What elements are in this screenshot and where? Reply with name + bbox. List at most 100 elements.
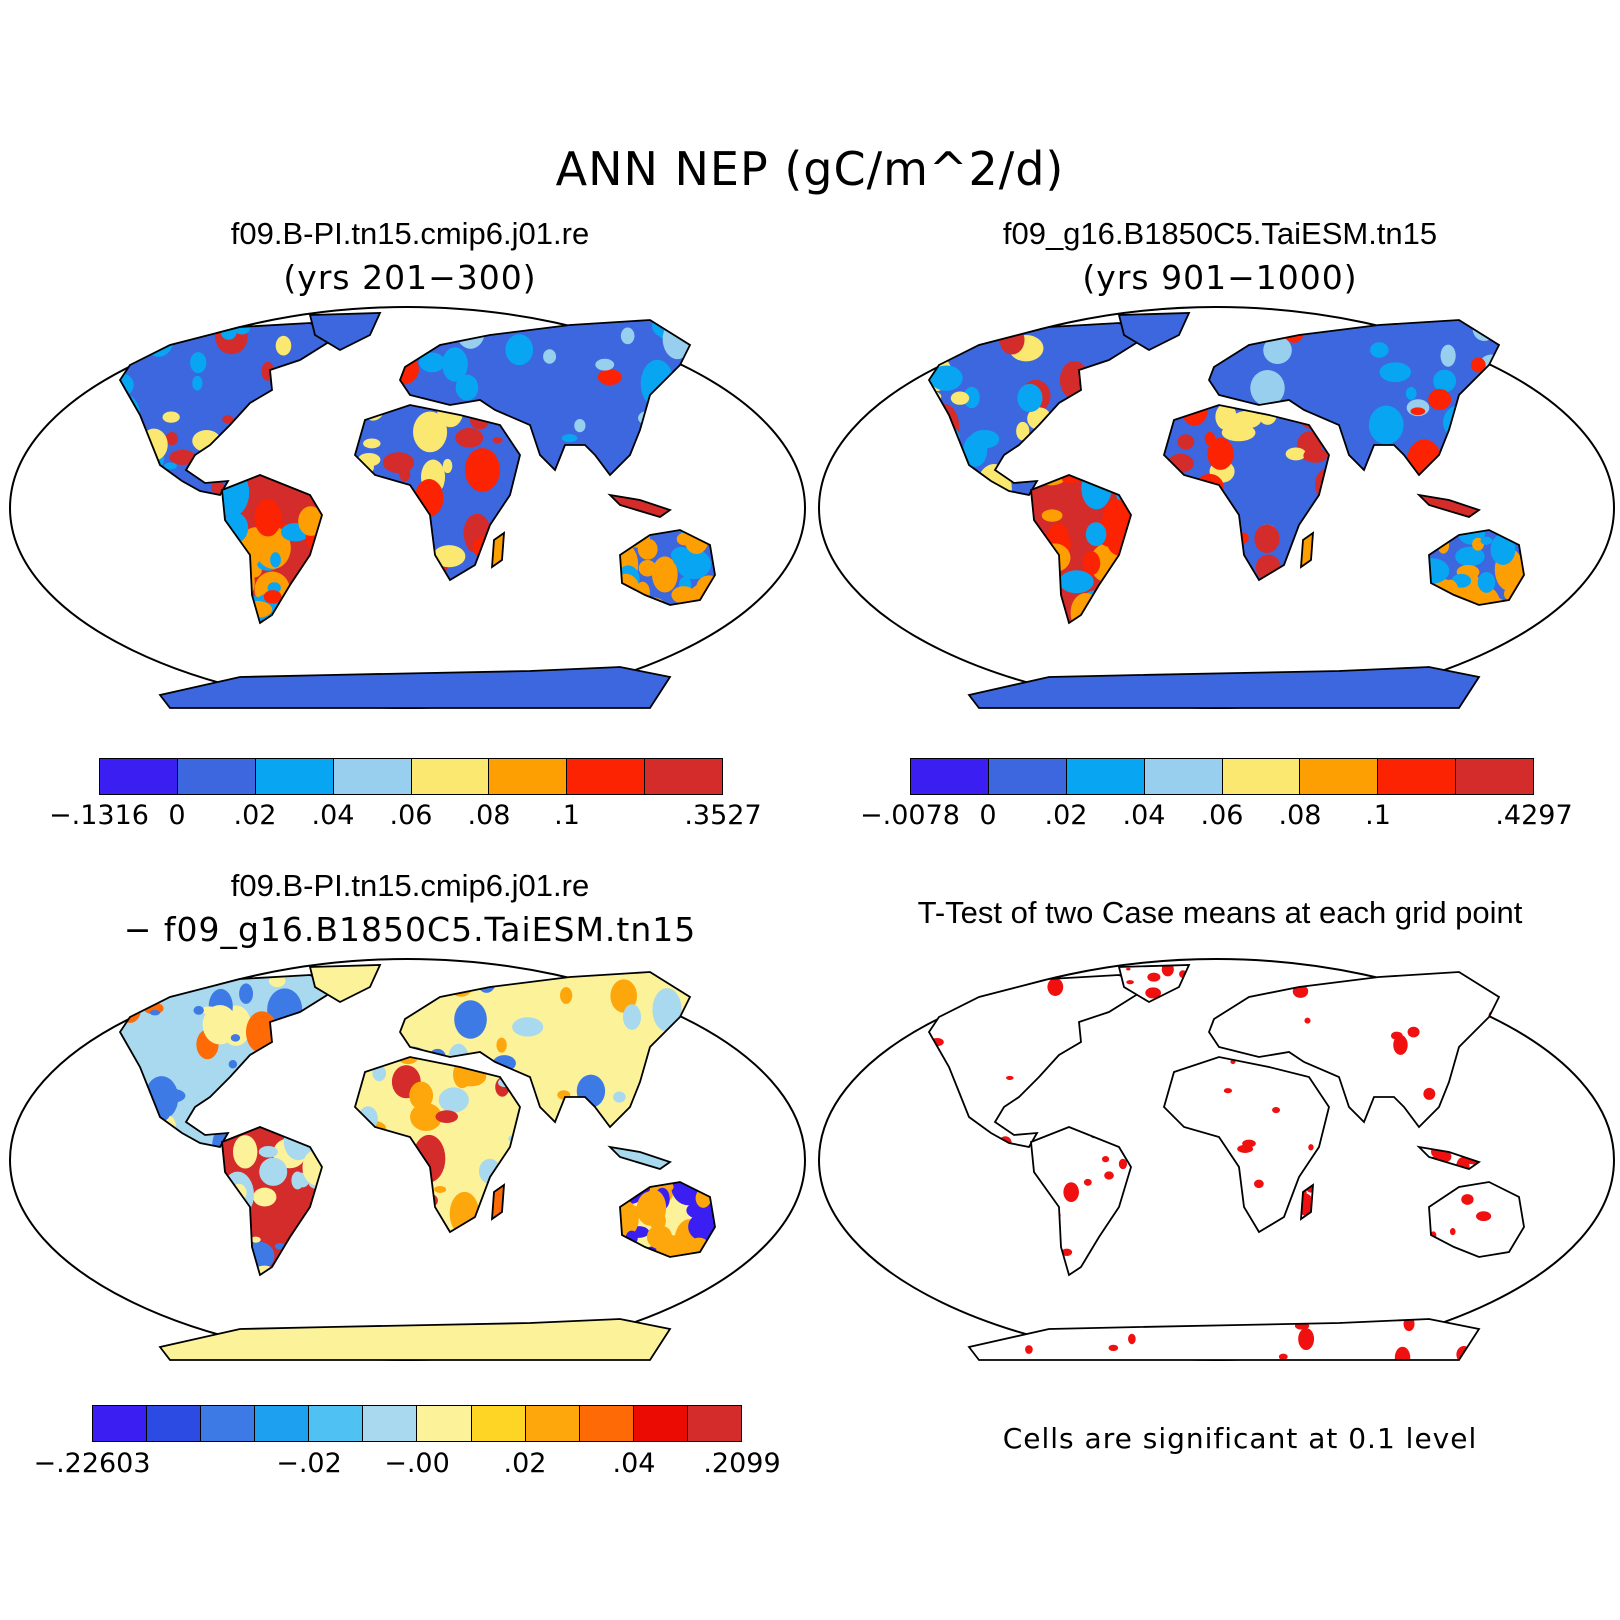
panel-tl-tick-02: .02 xyxy=(233,800,277,831)
colorbar-swatch xyxy=(633,1406,688,1441)
colorbar-swatch xyxy=(177,759,256,794)
africa-coastline xyxy=(353,404,521,582)
eurasia-coastline xyxy=(398,319,692,477)
colorbar-swatch xyxy=(147,1406,202,1441)
panel-tr-tick-06: .06 xyxy=(1200,800,1244,831)
colorbar-swatch xyxy=(255,759,334,794)
colorbar-swatch xyxy=(687,1406,741,1441)
australia-coastline xyxy=(1428,529,1525,606)
panel-tr-tick-min: −.0078 xyxy=(860,800,960,831)
antarctica-coastline xyxy=(967,666,1481,709)
panel-tr-case-title: f09_g16.B1850C5.TaiESM.tn15 xyxy=(1002,216,1438,251)
world-map-icon xyxy=(8,957,807,1362)
panel-bl-tick-04: .04 xyxy=(612,1448,656,1479)
panel-bl-tick-min: −.22603 xyxy=(33,1448,151,1479)
madagascar-coastline xyxy=(490,1183,506,1221)
greenland-coastline xyxy=(1117,964,1191,1004)
colorbar-swatch xyxy=(1300,759,1379,794)
colorbar-swatch xyxy=(255,1406,310,1441)
panel-tr-tick-0: 0 xyxy=(979,800,997,831)
greenland-coastline xyxy=(1117,312,1191,352)
samerica-coastline xyxy=(221,474,323,625)
antarctica-coastline xyxy=(158,666,672,709)
colorbar-swatch xyxy=(579,1406,634,1441)
colorbar-swatch xyxy=(471,1406,526,1441)
colorbar-swatch xyxy=(1378,759,1457,794)
panel-tr-tick-04: .04 xyxy=(1122,800,1166,831)
antarctica-coastline xyxy=(158,1318,672,1361)
panel-tr-years: (yrs 901−1000) xyxy=(1082,258,1358,297)
antarctica-coastline xyxy=(967,1318,1481,1361)
africa-coastline xyxy=(1162,1056,1330,1234)
panel-tl-tick-0: 0 xyxy=(168,800,186,831)
panel-tl-tick-min: −.1316 xyxy=(49,800,149,831)
eurasia-coastline xyxy=(1207,319,1501,477)
colorbar-swatch xyxy=(525,1406,580,1441)
panel-tl-tick-04: .04 xyxy=(311,800,355,831)
samerica-landmass xyxy=(1031,1127,1131,1275)
colorbar-swatch xyxy=(489,759,568,794)
colorbar-swatch xyxy=(333,759,412,794)
panel-tl-years: (yrs 201−300) xyxy=(283,258,537,297)
samerica-coastline xyxy=(1030,474,1132,625)
indonesia-coastline xyxy=(607,1145,672,1170)
colorbar-swatch xyxy=(988,759,1067,794)
panel-bl-tick-m02: −.02 xyxy=(276,1448,342,1479)
namerica-landmass xyxy=(929,975,1149,1147)
africa-coastline xyxy=(353,1056,521,1234)
panel-tr-tick-08: .08 xyxy=(1278,800,1322,831)
panel-tl-tick-08: .08 xyxy=(467,800,511,831)
figure-title: ANN NEP (gC/m^2/d) xyxy=(555,142,1065,196)
colorbar-swatch xyxy=(1456,759,1533,794)
colorbar-swatch xyxy=(567,759,646,794)
eurasia-landmass xyxy=(1209,972,1499,1127)
colorbar-swatch xyxy=(201,1406,256,1441)
colorbar-swatch xyxy=(1144,759,1223,794)
panel-tl-tick-max: .3527 xyxy=(684,800,762,831)
panel-tr-tick-02: .02 xyxy=(1044,800,1088,831)
world-map-icon xyxy=(817,957,1616,1362)
panel-br-title: T-Test of two Case means at each grid po… xyxy=(917,895,1523,930)
world-map-icon xyxy=(817,305,1616,710)
panel-bl-tick-max: .2099 xyxy=(703,1448,781,1479)
panel-tr-tick-max: .4297 xyxy=(1495,800,1573,831)
panel-bl-case-title: f09.B-PI.tn15.cmip6.j01.re xyxy=(230,868,590,903)
madagascar-coastline xyxy=(1299,1183,1315,1221)
africa-landmass xyxy=(1164,405,1329,580)
indonesia-coastline xyxy=(1416,1145,1481,1170)
greenland-coastline xyxy=(308,312,382,352)
colorbar-swatch xyxy=(645,759,722,794)
madagascar-coastline xyxy=(490,531,506,569)
indonesia-coastline xyxy=(607,493,672,518)
antarctica-landmass xyxy=(969,1319,1479,1360)
indonesia-coastline xyxy=(1416,493,1481,518)
panel-tr-tick-1: .1 xyxy=(1365,800,1391,831)
greenland-coastline xyxy=(308,964,382,1004)
panel-tl-map xyxy=(8,305,807,710)
colorbar-swatch xyxy=(363,1406,418,1441)
panel-br-note: Cells are significant at 0.1 level xyxy=(1002,1422,1478,1455)
panel-tr-map xyxy=(817,305,1616,710)
colorbar-swatch xyxy=(1222,759,1301,794)
panel-bl-minus-line: − f09_g16.B1850C5.TaiESM.tn15 xyxy=(123,910,697,949)
australia-coastline xyxy=(1428,1181,1525,1258)
samerica-coastline xyxy=(1030,1126,1132,1277)
colorbar-swatch xyxy=(309,1406,364,1441)
colorbar-swatch xyxy=(93,1406,148,1441)
panel-tl-tick-1: .1 xyxy=(554,800,580,831)
panel-tr-colorbar xyxy=(910,758,1534,795)
panel-bl-tick-m00: −.00 xyxy=(384,1448,450,1479)
panel-tl-tick-06: .06 xyxy=(389,800,433,831)
panel-br-map xyxy=(817,957,1616,1362)
colorbar-swatch xyxy=(1066,759,1145,794)
panel-bl-map xyxy=(8,957,807,1362)
colorbar-swatch xyxy=(911,759,989,794)
africa-data-cells xyxy=(1167,405,1329,580)
panel-tl-colorbar xyxy=(99,758,723,795)
colorbar-swatch xyxy=(411,759,490,794)
colorbar-swatch xyxy=(417,1406,472,1441)
world-map-icon xyxy=(8,305,807,710)
australia-coastline xyxy=(619,529,716,606)
eurasia-landmass xyxy=(400,320,690,475)
panel-bl-colorbar xyxy=(92,1405,742,1442)
